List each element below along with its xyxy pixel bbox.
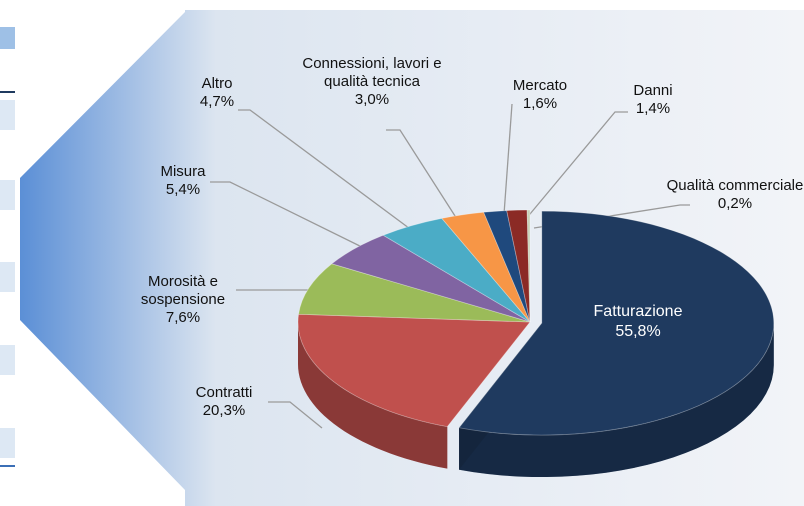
- category-label: Misura: [160, 163, 206, 180]
- value-label: 55,8%: [615, 323, 661, 340]
- data-label: Mercato 1,6%: [495, 77, 585, 113]
- category-label: Mercato: [512, 77, 568, 94]
- category-label: Qualità commerciale: [666, 177, 804, 194]
- value-label: 7,6%: [165, 309, 201, 326]
- slice: [458, 210, 775, 436]
- slice: [441, 211, 531, 323]
- value-label: 5,4%: [165, 181, 201, 198]
- data-label: Qualità commerciale 0,2%: [665, 177, 804, 213]
- slice: [382, 217, 531, 323]
- value-label: 1,4%: [635, 100, 671, 117]
- category-label: Contratti: [195, 384, 253, 401]
- value-label: 0,2%: [717, 195, 753, 212]
- category-label: Connessioni, lavori e qualità tecnica: [302, 55, 442, 90]
- side-tab: [0, 180, 15, 210]
- value-label: 4,7%: [199, 93, 235, 110]
- value-label: 1,6%: [522, 95, 558, 112]
- data-label: Altro 4,7%: [172, 75, 262, 111]
- leader-line: [268, 401, 323, 429]
- category-label: Altro: [201, 75, 233, 92]
- side-tab: [0, 100, 15, 130]
- slice-side: [459, 323, 774, 478]
- side-tab: [0, 262, 15, 292]
- leader-line: [210, 181, 373, 253]
- side-tab: [0, 428, 15, 458]
- data-label: Fatturazione 55,8%: [558, 302, 718, 342]
- leader-line: [386, 129, 465, 231]
- slice: [483, 210, 531, 323]
- data-label: Morosità e sospensione 7,6%: [123, 273, 243, 327]
- slice: [297, 313, 531, 428]
- category-label: Morosità e sospensione: [140, 273, 226, 308]
- leader-line: [502, 103, 513, 229]
- data-label: Contratti 20,3%: [169, 384, 279, 420]
- slice: [506, 209, 531, 323]
- value-label: 3,0%: [354, 91, 390, 108]
- slice: [298, 263, 531, 323]
- value-label: 20,3%: [202, 402, 246, 419]
- leader-line: [238, 109, 426, 241]
- leader-line: [519, 111, 628, 227]
- side-tab: [0, 27, 15, 49]
- slice-side-shade: [459, 323, 774, 478]
- side-tab: [0, 345, 15, 375]
- slice-side: [298, 322, 448, 469]
- category-label: Danni: [633, 82, 673, 99]
- category-label: Fatturazione: [593, 303, 683, 320]
- slice: [526, 209, 531, 323]
- slice-side-shade: [298, 322, 448, 469]
- data-label: Connessioni, lavori e qualità tecnica 3,0…: [302, 55, 442, 109]
- slice: [330, 234, 531, 323]
- data-label: Danni 1,4%: [613, 82, 693, 118]
- data-label: Misura 5,4%: [138, 163, 228, 199]
